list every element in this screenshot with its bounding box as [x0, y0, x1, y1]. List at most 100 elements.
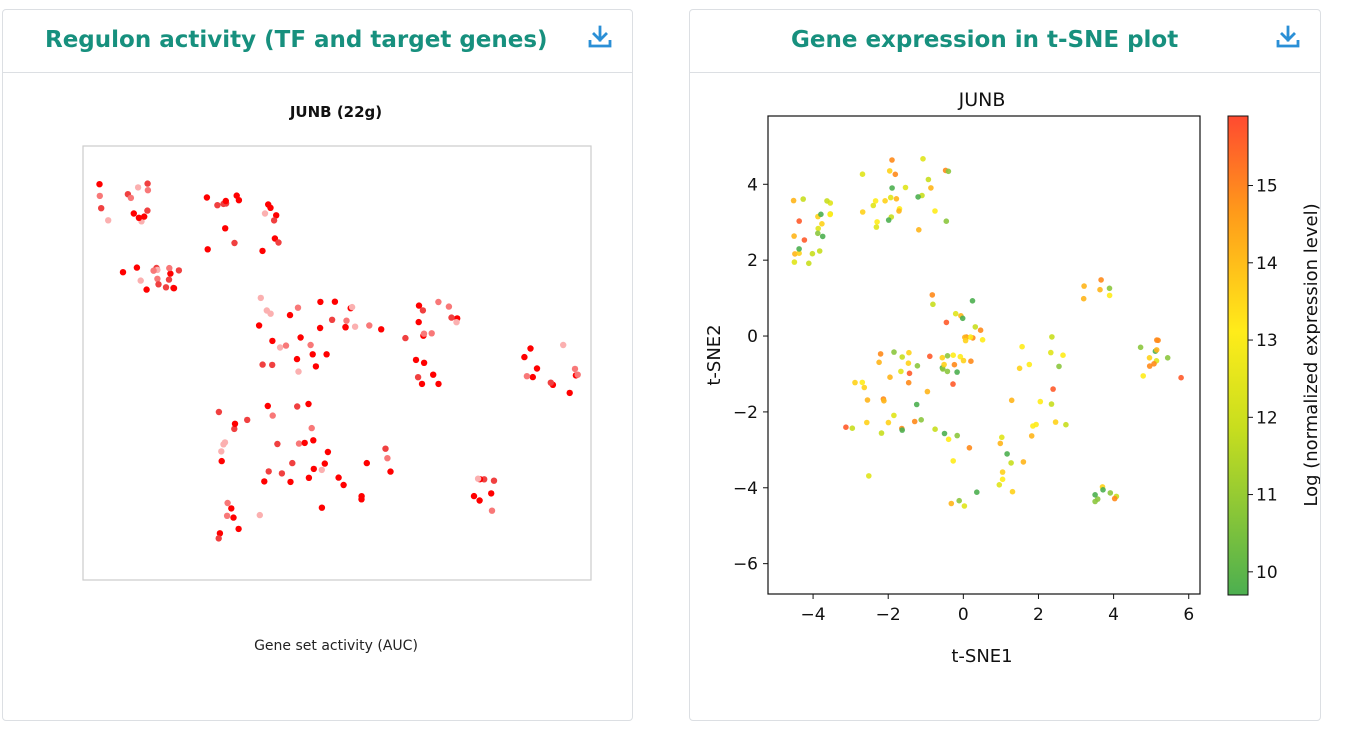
expression-point — [849, 425, 856, 432]
x-tick-label: −4 — [801, 605, 826, 625]
expression-point — [944, 353, 951, 359]
expression-point — [864, 397, 871, 403]
expression-point — [972, 324, 979, 330]
auc-point — [363, 459, 370, 467]
auc-point — [203, 194, 211, 201]
y-tick-label: 4 — [747, 175, 758, 195]
expression-point — [891, 412, 897, 419]
auc-point — [316, 324, 324, 332]
expression-point — [876, 359, 882, 366]
auc-point — [488, 490, 495, 497]
expression-point — [819, 221, 825, 227]
auc-point — [378, 326, 385, 333]
auc-point — [490, 477, 498, 484]
expression-point — [1097, 286, 1103, 293]
auc-point — [105, 217, 112, 224]
expression-point — [818, 211, 824, 218]
auc-point — [215, 408, 223, 416]
download-icon[interactable] — [587, 24, 613, 50]
auc-point — [96, 181, 103, 188]
auc-point — [415, 302, 423, 309]
expression-point — [1100, 487, 1106, 493]
auc-point — [264, 402, 271, 410]
auc-point — [382, 445, 389, 452]
auc-point — [453, 319, 460, 326]
auc-point — [420, 330, 428, 337]
expression-point — [915, 194, 921, 200]
expression-point — [815, 225, 821, 232]
expression-point — [1048, 401, 1055, 407]
expression-point — [859, 379, 866, 386]
colorbar-tick-label: 14 — [1256, 254, 1278, 274]
auc-point — [167, 270, 174, 277]
expression-point — [886, 168, 893, 174]
auc-point — [384, 455, 391, 462]
auc-point — [261, 478, 268, 485]
expression-point — [945, 168, 952, 175]
auc-point — [533, 365, 541, 372]
expression-point — [948, 500, 955, 507]
expression-point — [887, 374, 893, 381]
auc-point — [342, 324, 349, 331]
expression-point — [809, 250, 816, 257]
expression-point — [1092, 498, 1098, 505]
auc-point — [340, 481, 347, 489]
expression-point — [796, 250, 802, 256]
auc-point — [231, 425, 238, 433]
expression-point — [914, 363, 921, 369]
expression-point — [859, 209, 866, 215]
auc-point — [98, 205, 105, 212]
expression-point — [1154, 337, 1160, 343]
expression-point — [816, 248, 823, 254]
expression-point — [950, 381, 956, 387]
colorbar-label: Log (normalized expression level) — [1301, 203, 1320, 506]
expression-point — [954, 369, 960, 375]
auc-point — [312, 363, 320, 370]
auc-point — [527, 345, 534, 352]
auc-point — [144, 207, 151, 214]
auc-point — [137, 277, 144, 284]
tsne-plot: JUNB −4 −2 0 2 4 6 −6 −4 −2 0 2 4 t-SNE1 t-SNE2 10 1… — [704, 89, 1320, 667]
auc-point — [223, 512, 231, 519]
expression-point — [950, 352, 956, 359]
auc-point — [220, 441, 227, 448]
expression-point — [940, 366, 946, 372]
expression-point — [999, 476, 1006, 483]
auc-point — [351, 323, 359, 330]
expression-point — [929, 292, 936, 298]
plot-title: JUNB (22g) — [289, 103, 382, 121]
expression-point — [874, 219, 880, 225]
expression-point — [969, 298, 976, 304]
expression-point — [899, 354, 905, 360]
panel-header: Gene expression in t-SNE plot — [690, 10, 1320, 73]
expression-point — [889, 185, 895, 191]
expression-point — [796, 246, 802, 252]
auc-point — [287, 478, 294, 486]
expression-point — [968, 358, 974, 365]
expression-point — [911, 418, 918, 425]
expression-point — [859, 171, 866, 177]
y-tick-label: −2 — [733, 403, 758, 423]
auc-point — [310, 465, 317, 473]
auc-point — [144, 187, 152, 194]
auc-point — [324, 448, 332, 456]
auc-point — [275, 239, 282, 246]
expression-point — [1008, 397, 1015, 404]
plot-frame — [767, 115, 1201, 595]
auc-point — [428, 330, 435, 337]
auc-point — [310, 437, 317, 444]
y-tick-label: 2 — [747, 251, 758, 271]
expression-point — [791, 259, 798, 265]
auc-point — [143, 286, 150, 293]
auc-point — [420, 359, 428, 366]
panel-header: Regulon activity (TF and target genes) — [3, 10, 632, 73]
download-icon[interactable] — [1275, 24, 1301, 50]
expression-point — [1098, 277, 1104, 283]
auc-point — [259, 247, 266, 255]
auc-point — [294, 403, 301, 410]
expression-point — [957, 353, 964, 360]
auc-point — [162, 284, 170, 291]
colorbar-tick-label: 12 — [1256, 408, 1278, 428]
colorbar-tick-label: 10 — [1256, 563, 1278, 583]
auc-point — [566, 389, 573, 397]
